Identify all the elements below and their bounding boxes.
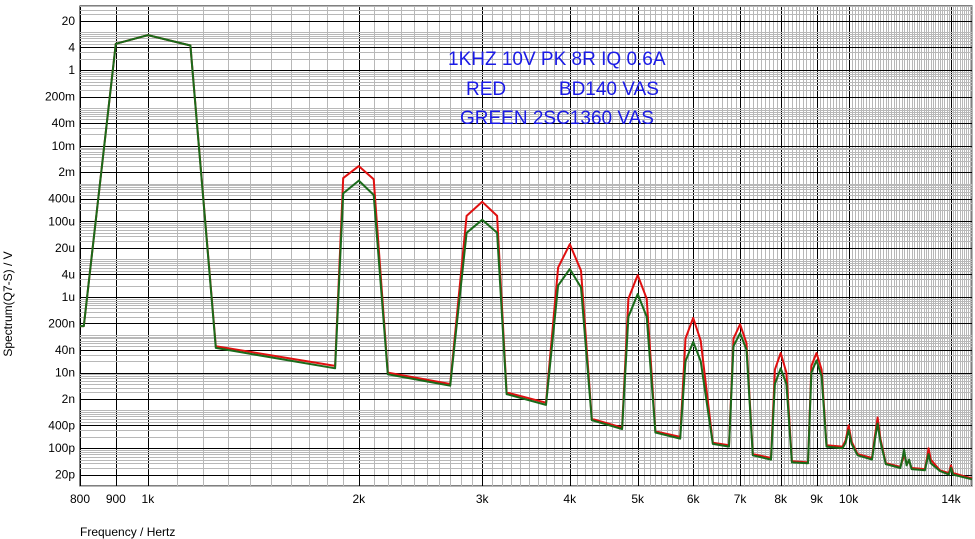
- grid-lines: [79, 5, 973, 487]
- x-tick-label: 1k: [142, 492, 156, 506]
- y-tick-label: 400p: [48, 418, 75, 432]
- series-layer: [80, 34, 973, 481]
- y-tick-label: 100p: [48, 441, 75, 455]
- y-tick-label: 2m: [58, 165, 75, 179]
- x-tick-labels: 800 900 1k 2k 3k 4k 5k 6k 7k 8k 9k 10k 14k: [70, 492, 962, 506]
- y-tick-label: 40n: [55, 343, 75, 357]
- y-axis-title: Spectrum(Q7-S) / V: [1, 251, 15, 356]
- y-tick-label: 1: [68, 63, 75, 77]
- y-tick-label: 20: [62, 14, 76, 28]
- x-axis-title: Frequency / Hertz: [80, 525, 175, 539]
- y-tick-label: 100u: [48, 214, 75, 228]
- x-tick-label: 900: [106, 492, 126, 506]
- x-tick-label: 2k: [352, 492, 366, 506]
- y-tick-label: 1u: [62, 290, 75, 304]
- annotation-line-3: GREEN 2SC1360 VAS: [460, 108, 654, 129]
- y-tick-label: 200m: [45, 90, 75, 104]
- annotation-block: 1KHZ 10V PK 8R IQ 0.6A RED BD140 VAS GRE…: [448, 49, 666, 129]
- y-tick-label: 20u: [55, 241, 75, 255]
- y-tick-label: 4: [68, 40, 75, 54]
- x-tick-label: 10k: [839, 492, 859, 506]
- y-tick-label: 10m: [52, 139, 75, 153]
- x-tick-label: 4k: [563, 492, 577, 506]
- y-tick-label: 10n: [55, 366, 75, 380]
- x-tick-label: 6k: [687, 492, 701, 506]
- annotation-line-2: RED BD140 VAS: [466, 79, 659, 100]
- y-tick-label: 400u: [48, 192, 75, 206]
- x-tick-label: 14k: [941, 492, 961, 506]
- x-tick-label: 8k: [774, 492, 788, 506]
- x-tick-label: 800: [70, 492, 90, 506]
- annotation-line-1: 1KHZ 10V PK 8R IQ 0.6A: [448, 49, 666, 70]
- x-tick-label: 9k: [810, 492, 824, 506]
- y-tick-label: 2n: [62, 392, 75, 406]
- y-tick-labels: 20 4 1 200m 40m 10m 2m 400u 100u 20u 4u 1u 200n 40n 10…: [45, 14, 75, 482]
- series-line-1: [80, 34, 973, 481]
- x-tick-label: 7k: [734, 492, 748, 506]
- y-tick-label: 20p: [55, 468, 75, 482]
- x-tick-label: 3k: [476, 492, 490, 506]
- y-tick-label: 200n: [48, 316, 75, 330]
- y-tick-label: 40m: [52, 116, 75, 130]
- x-tick-label: 5k: [631, 492, 645, 506]
- y-tick-label: 4u: [62, 267, 75, 281]
